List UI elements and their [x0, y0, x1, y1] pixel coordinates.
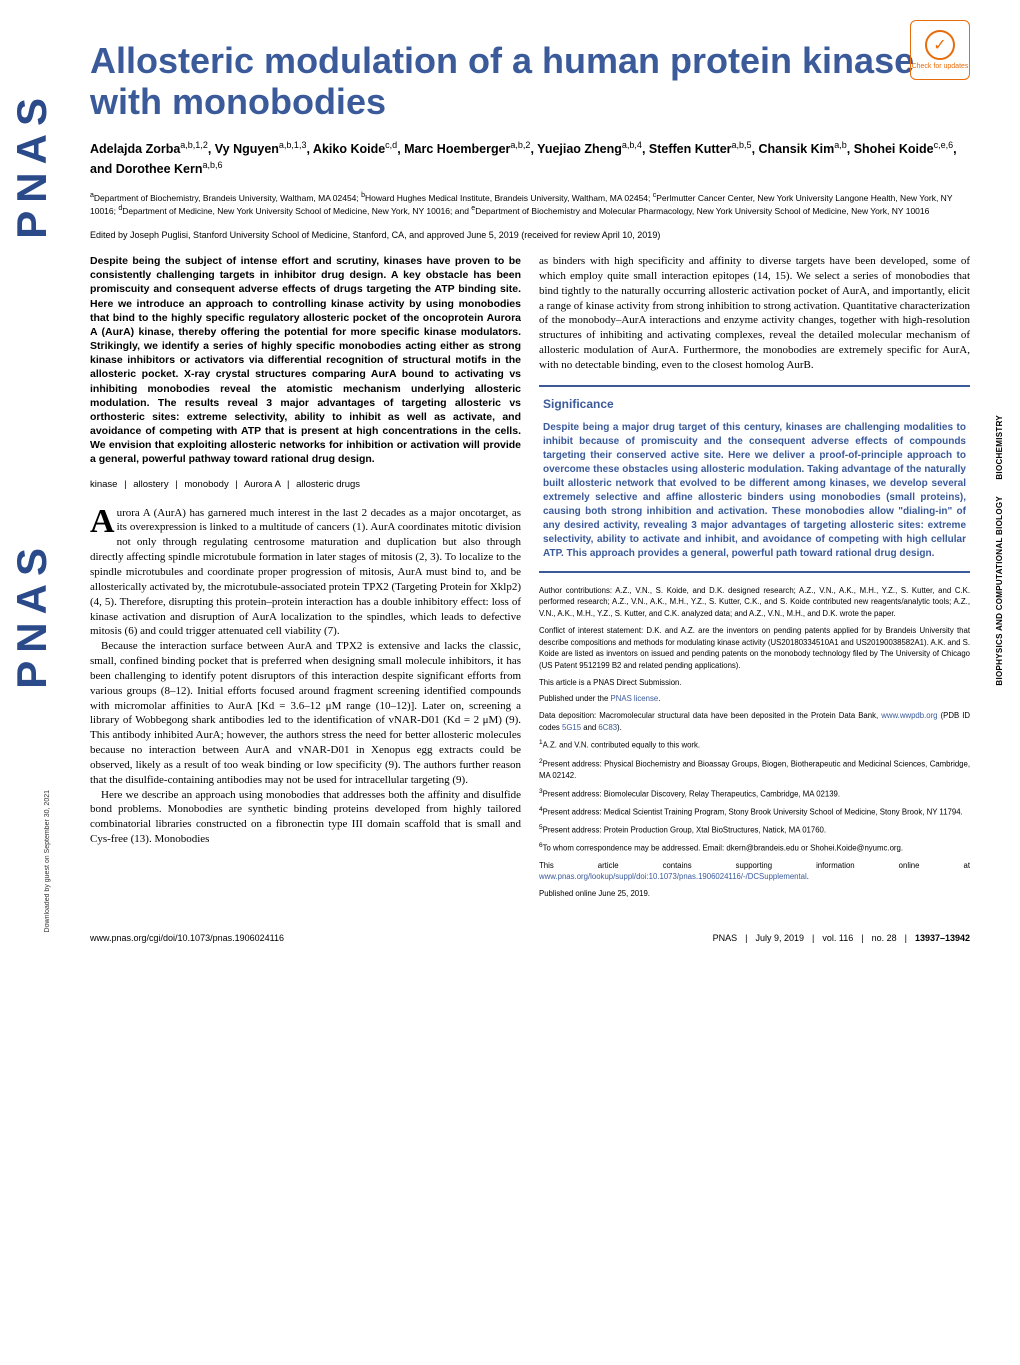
supplemental-link[interactable]: www.pnas.org/lookup/suppl/doi:10.1073/pn… [539, 872, 807, 881]
data-deposition: Data deposition: Macromolecular structur… [539, 710, 970, 733]
footnotes: Author contributions: A.Z., V.N., S. Koi… [539, 585, 970, 900]
abstract: Despite being the subject of intense eff… [90, 254, 521, 467]
dropcap: A [90, 506, 117, 536]
keywords: kinase | allostery | monobody | Aurora A… [90, 479, 521, 490]
footnote-1: 1A.Z. and V.N. contributed equally to th… [539, 738, 970, 751]
footnote-4: 4Present address: Medical Scientist Trai… [539, 805, 970, 818]
author-contributions: Author contributions: A.Z., V.N., S. Koi… [539, 585, 970, 620]
significance-heading: Significance [543, 397, 966, 411]
intro-p1: urora A (AurA) has garnered much interes… [90, 507, 521, 638]
published-online: Published online June 25, 2019. [539, 888, 970, 900]
category-biochemistry: BIOCHEMISTRY [995, 415, 1004, 480]
category-biophysics: BIOPHYSICS AND COMPUTATIONAL BIOLOGY [995, 496, 1004, 686]
footer-journal: PNAS [713, 933, 738, 943]
supplementary-info: This article contains supporting informa… [539, 860, 970, 883]
pdb-5g15-link[interactable]: 5G15 [562, 723, 581, 732]
direct-submission: This article is a PNAS Direct Submission… [539, 677, 970, 689]
check-updates-label: Check for updates [912, 63, 969, 70]
intro-p3: Here we describe an approach using monob… [90, 788, 521, 847]
footnote-6: 6To whom correspondence may be addressed… [539, 841, 970, 854]
intro-p2: Because the interaction surface between … [90, 639, 521, 787]
footer-date: July 9, 2019 [755, 933, 804, 943]
significance-box: Significance Despite being a major drug … [539, 385, 970, 573]
significance-text: Despite being a major drug target of thi… [543, 421, 966, 561]
authors: Adelajda Zorbaa,b,1,2, Vy Nguyena,b,1,3,… [90, 139, 970, 179]
article-title: Allosteric modulation of a human protein… [90, 40, 970, 123]
footer-no: no. 28 [872, 933, 897, 943]
footnote-3: 3Present address: Biomolecular Discovery… [539, 787, 970, 800]
pdb-6c83-link[interactable]: 6C83 [598, 723, 617, 732]
affiliations: aDepartment of Biochemistry, Brandeis Un… [90, 191, 970, 218]
download-note: Downloaded by guest on September 30, 202… [44, 790, 51, 932]
edited-by: Edited by Joseph Puglisi, Stanford Unive… [90, 230, 970, 240]
pnas-logo-1: PNAS [8, 90, 56, 239]
license: Published under the PNAS license. [539, 693, 970, 705]
conflict-statement: Conflict of interest statement: D.K. and… [539, 625, 970, 672]
footnote-5: 5Present address: Protein Production Gro… [539, 823, 970, 836]
wwpdb-link[interactable]: www.wwpdb.org [881, 711, 937, 720]
footer-pages: 13937–13942 [915, 933, 970, 943]
body-text-left: Aurora A (AurA) has garnered much intere… [90, 506, 521, 847]
footer-doi: www.pnas.org/cgi/doi/10.1073/pnas.190602… [90, 933, 284, 943]
check-icon [925, 30, 955, 60]
footnote-2: 2Present address: Physical Biochemistry … [539, 757, 970, 782]
pnas-logo-2: PNAS [8, 540, 56, 689]
pnas-license-link[interactable]: PNAS license [611, 694, 659, 703]
footer-vol: vol. 116 [822, 933, 853, 943]
col2-continuation: as binders with high specificity and aff… [539, 254, 970, 373]
check-updates-badge[interactable]: Check for updates [910, 20, 970, 80]
page-footer: www.pnas.org/cgi/doi/10.1073/pnas.190602… [90, 925, 970, 943]
